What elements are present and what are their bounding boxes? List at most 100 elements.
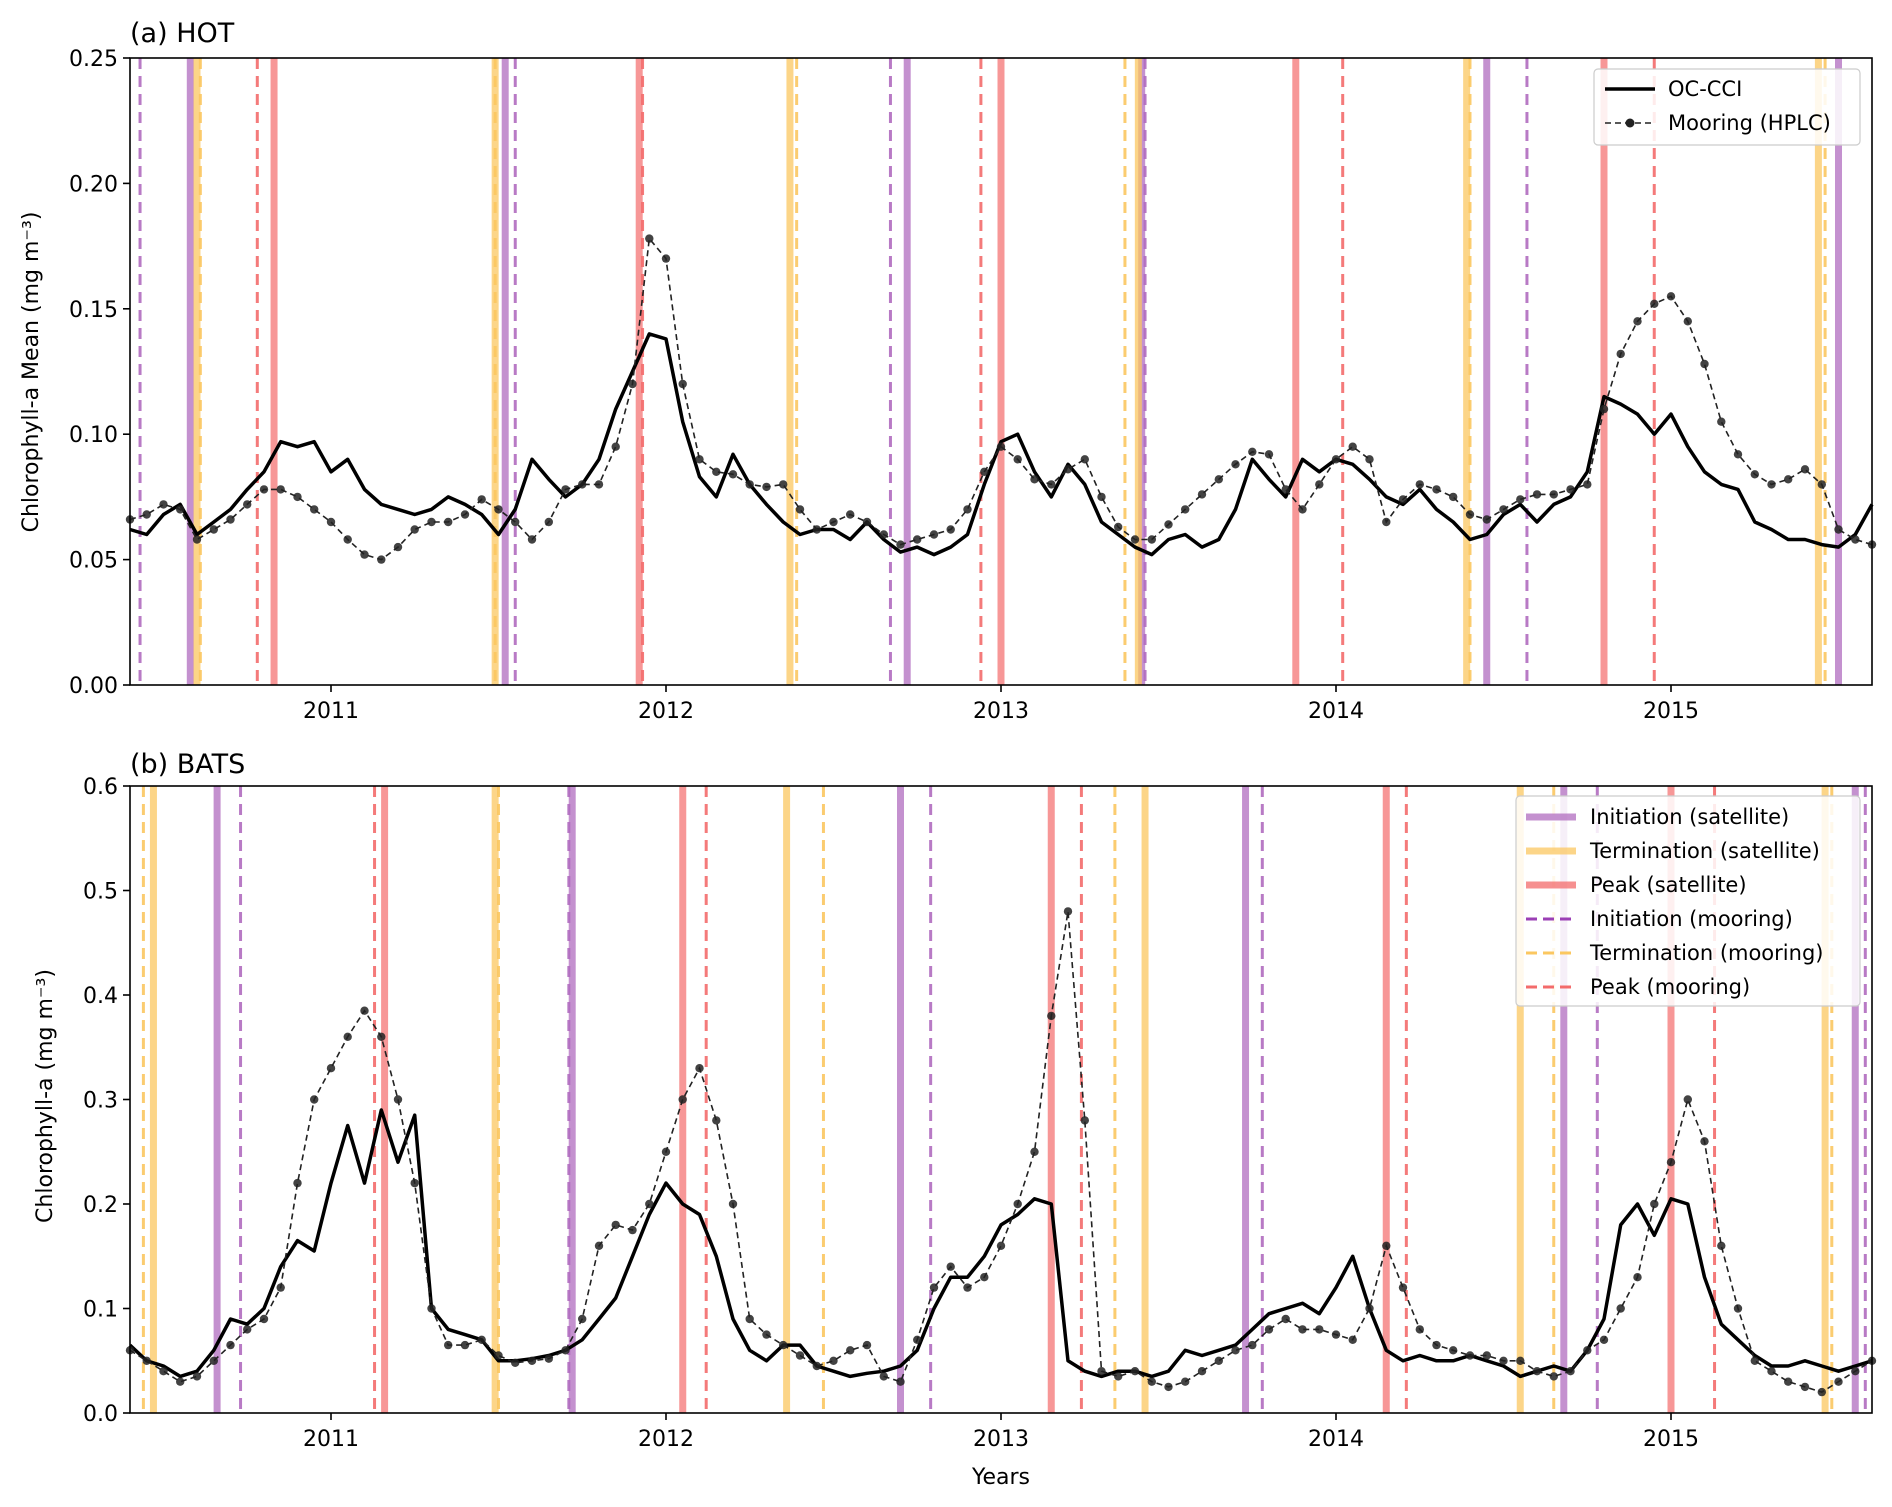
data-point-mooring-hot <box>1432 485 1441 494</box>
data-point-mooring-bats <box>1834 1377 1843 1386</box>
data-point-mooring-hot <box>1164 520 1173 529</box>
y-ticks-bats: 0.0 0.1 0.2 0.3 0.4 0.5 0.6 <box>83 775 130 1427</box>
data-point-mooring-hot <box>829 517 838 527</box>
data-point-mooring-hot <box>1130 535 1140 544</box>
data-point-mooring-bats <box>779 1340 788 1350</box>
data-point-mooring-hot <box>1633 317 1642 326</box>
data-point-mooring-bats <box>929 1283 939 1292</box>
data-point-mooring-hot <box>1834 525 1843 534</box>
data-point-mooring-hot <box>812 525 821 534</box>
data-point-mooring-bats <box>1482 1351 1492 1360</box>
data-point-mooring-hot <box>1532 490 1542 499</box>
data-point-mooring-bats <box>846 1346 855 1355</box>
panel-hot: (a) HOT Chlorophyll-a Mean (mg m⁻³) 0.00… <box>19 18 1877 724</box>
data-point-mooring-hot <box>779 480 788 489</box>
x-tick-label-hot: 2012 <box>638 699 694 724</box>
data-point-mooring-hot <box>1315 480 1324 489</box>
x-axis-label: Years <box>971 1465 1030 1490</box>
y-tick-label-bats: 0.6 <box>83 775 118 800</box>
data-point-mooring-hot <box>1097 492 1106 502</box>
y-tick-label-hot: 0.00 <box>69 674 118 699</box>
series-hot <box>125 234 1877 564</box>
data-point-mooring-hot <box>1197 490 1207 499</box>
y-axis-label-hot: Chlorophyll-a Mean (mg m⁻³) <box>19 212 44 533</box>
data-point-mooring-bats <box>661 1147 671 1157</box>
data-point-mooring-hot <box>1348 442 1357 451</box>
event-lines-hot <box>138 58 1842 685</box>
data-point-mooring-bats <box>1465 1351 1475 1360</box>
data-point-mooring-hot <box>795 505 805 514</box>
x-tick-label-hot: 2015 <box>1643 699 1699 724</box>
data-point-mooring-bats <box>293 1178 302 1188</box>
data-point-mooring-hot <box>929 530 939 539</box>
panel-title-hot: (a) HOT <box>130 18 235 49</box>
data-point-mooring-bats <box>494 1351 503 1360</box>
y-tick-label-bats: 0.0 <box>83 1402 118 1427</box>
data-point-mooring-bats <box>276 1283 285 1292</box>
data-point-mooring-hot <box>544 517 553 527</box>
data-point-mooring-bats <box>1733 1304 1743 1313</box>
data-point-mooring-hot <box>1666 292 1676 301</box>
y-tick-label-hot: 0.15 <box>69 298 118 323</box>
data-point-mooring-hot <box>1750 470 1760 479</box>
data-point-mooring-hot <box>343 535 352 544</box>
data-point-mooring-bats <box>611 1220 620 1230</box>
data-point-mooring-hot <box>1566 485 1575 494</box>
data-point-mooring-bats <box>1331 1330 1341 1339</box>
data-point-mooring-hot <box>645 234 654 243</box>
data-point-mooring-bats <box>728 1199 738 1209</box>
data-point-mooring-bats <box>1398 1283 1408 1292</box>
data-point-mooring-hot <box>1398 495 1408 504</box>
data-point-mooring-bats <box>1382 1241 1391 1251</box>
x-tick-label-bats: 2015 <box>1643 1427 1699 1452</box>
data-point-mooring-bats <box>360 1006 369 1015</box>
data-point-mooring-bats <box>192 1372 202 1381</box>
data-point-mooring-bats <box>1650 1199 1659 1209</box>
data-point-mooring-hot <box>1683 317 1693 326</box>
legend-hot: OC-CCI Mooring (HPLC) <box>1593 68 1861 146</box>
data-point-mooring-bats <box>1197 1367 1207 1376</box>
data-point-mooring-hot <box>1231 460 1240 469</box>
y-tick-label-hot: 0.25 <box>69 47 118 72</box>
y-ticks-hot: 0.00 0.05 0.10 0.15 0.20 0.25 <box>69 47 130 699</box>
data-point-mooring-hot <box>1114 522 1123 532</box>
data-point-mooring-hot <box>427 517 436 527</box>
legend-bats: Initiation (satellite) Termination (sate… <box>1515 795 1861 1007</box>
data-point-mooring-hot <box>611 442 620 451</box>
data-point-mooring-bats <box>1767 1367 1776 1376</box>
legend-label-peak-moor: Peak (mooring) <box>1590 975 1750 999</box>
data-point-mooring-hot <box>1650 299 1659 308</box>
data-point-mooring-bats <box>1700 1137 1709 1146</box>
data-point-mooring-bats <box>1030 1147 1039 1157</box>
panel-bats: (b) BATS Chlorophyll-a (mg m⁻³) 0.00.10.… <box>33 749 1877 1490</box>
data-point-mooring-hot <box>410 525 419 534</box>
data-point-mooring-hot <box>762 482 771 492</box>
data-point-mooring-bats <box>1549 1372 1559 1381</box>
data-point-mooring-bats <box>1047 1011 1056 1021</box>
data-point-mooring-bats <box>812 1361 821 1371</box>
data-point-mooring-bats <box>310 1095 319 1104</box>
data-point-mooring-hot <box>1415 480 1425 489</box>
data-point-mooring-hot <box>1482 515 1492 524</box>
data-point-mooring-hot <box>879 530 888 539</box>
data-point-mooring-bats <box>695 1064 704 1073</box>
data-point-mooring-bats <box>1683 1095 1693 1104</box>
data-point-mooring-bats <box>829 1356 838 1366</box>
data-point-mooring-bats <box>1851 1367 1860 1376</box>
data-point-mooring-hot <box>1281 485 1290 494</box>
data-point-mooring-bats <box>259 1314 269 1324</box>
data-point-mooring-bats <box>326 1064 336 1073</box>
data-point-mooring-hot <box>192 535 202 544</box>
data-point-mooring-bats <box>1800 1382 1810 1392</box>
data-point-mooring-hot <box>209 525 218 534</box>
data-point-mooring-hot <box>728 470 738 479</box>
data-point-mooring-hot <box>1030 475 1039 484</box>
x-tick-label-hot: 2013 <box>973 699 1029 724</box>
data-point-mooring-bats <box>1281 1314 1290 1324</box>
data-point-mooring-bats <box>578 1314 587 1324</box>
data-point-mooring-bats <box>159 1367 168 1376</box>
legend-label-term-sat: Termination (satellite) <box>1589 839 1820 863</box>
data-point-mooring-hot <box>862 517 872 527</box>
data-point-mooring-bats <box>477 1335 486 1345</box>
